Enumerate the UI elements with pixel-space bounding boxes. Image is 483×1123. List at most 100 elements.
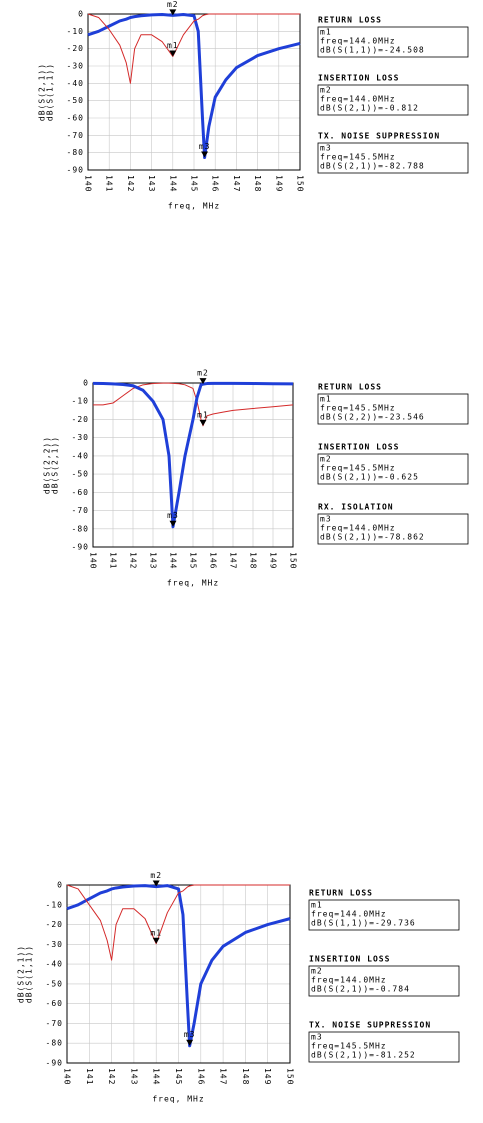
marker-triangle	[169, 9, 177, 16]
y-tick-label: -80	[46, 1039, 63, 1048]
y-axis-label: dB(S(1,1))	[25, 945, 34, 1003]
readout-box	[308, 965, 460, 997]
x-tick-label: 146	[209, 552, 218, 569]
series-line	[66, 884, 290, 961]
y-axis-label: dB(S(2,1))	[51, 436, 60, 494]
readout-line: freq=145.5MHz	[320, 464, 396, 473]
y-tick-label: -50	[72, 470, 89, 479]
readout-box	[317, 453, 469, 485]
readout-line: m2	[320, 86, 332, 95]
x-tick-label: 148	[241, 1068, 250, 1085]
readout-title: TX. NOISE SUPPRESSION	[309, 1021, 431, 1030]
marker-triangle	[152, 880, 160, 887]
readout-line: freq=145.5MHz	[320, 153, 396, 162]
y-tick-label: 0	[78, 10, 84, 19]
series-line	[87, 13, 301, 160]
readout-box	[317, 142, 469, 174]
readout-line: m3	[320, 515, 332, 524]
x-tick-label: 147	[232, 175, 241, 192]
y-tick-label: -90	[46, 1059, 63, 1068]
readout-line: m2	[311, 967, 323, 976]
x-tick-label: 143	[149, 552, 158, 569]
readout-line: dB(S(2,1))=-0.812	[320, 104, 419, 113]
readout-line: dB(S(2,1))=-0.625	[320, 473, 419, 482]
readout-line: m1	[320, 395, 332, 404]
readout-line: freq=144.0MHz	[311, 976, 387, 985]
x-tick-label: 140	[84, 175, 93, 192]
x-tick-label: 143	[129, 1068, 138, 1085]
readout-title: INSERTION LOSS	[318, 443, 399, 452]
readout-title: INSERTION LOSS	[318, 74, 399, 83]
x-tick-label: 150	[286, 1068, 295, 1085]
readout-title: INSERTION LOSS	[309, 955, 390, 964]
readout-line: dB(S(2,2))=-23.546	[320, 413, 425, 422]
readout-line: freq=145.5MHz	[311, 1042, 387, 1051]
x-tick-label: 149	[263, 1068, 272, 1085]
readout-box	[317, 26, 469, 58]
x-tick-label: 145	[174, 1068, 183, 1085]
readout-title: RETURN LOSS	[318, 383, 382, 392]
y-tick-label: -60	[72, 488, 89, 497]
y-tick-label: -50	[67, 96, 84, 105]
readout-line: dB(S(1,1))=-24.508	[320, 46, 425, 55]
y-tick-label: -60	[67, 114, 84, 123]
readout-line: m1	[320, 28, 332, 37]
readout-box	[308, 1031, 460, 1063]
y-tick-label: -50	[46, 979, 63, 988]
y-tick-label: -40	[67, 79, 84, 88]
marker-label: m3	[184, 1030, 196, 1039]
y-tick-label: -90	[67, 166, 84, 175]
x-tick-label: 141	[109, 552, 118, 569]
y-tick-label: -70	[72, 506, 89, 515]
x-tick-label: 148	[249, 552, 258, 569]
x-tick-label: 146	[211, 175, 220, 192]
readout-box	[317, 84, 469, 116]
readout-line: dB(S(2,1))=-78.862	[320, 533, 425, 542]
y-tick-label: 0	[83, 379, 89, 388]
series-line	[87, 13, 300, 84]
series-line	[66, 884, 291, 1048]
y-axis-label: dB(S(1,1))	[46, 63, 55, 121]
x-tick-label: 144	[169, 552, 178, 569]
marker-triangle	[152, 937, 160, 944]
y-tick-label: -40	[46, 960, 63, 969]
readout-title: RX. ISOLATION	[318, 503, 394, 512]
readout-line: dB(S(1,1))=-29.736	[311, 919, 416, 928]
plot-frame	[66, 884, 291, 1064]
series-line	[93, 382, 294, 427]
readout-line: dB(S(2,1))=-0.784	[311, 985, 410, 994]
marker-triangle	[169, 520, 177, 527]
y-tick-label: -70	[67, 131, 84, 140]
x-tick-label: 141	[85, 1068, 94, 1085]
x-tick-label: 147	[229, 552, 238, 569]
readout-line: dB(S(2,1))=-82.788	[320, 162, 425, 171]
marker-label: m3	[199, 142, 211, 151]
x-tick-label: 140	[63, 1068, 72, 1085]
x-tick-label: 150	[289, 552, 298, 569]
readout-box	[317, 393, 469, 425]
x-tick-label: 141	[105, 175, 114, 192]
marker-triangle	[201, 151, 209, 158]
y-axis-label: dB(S(2,1))	[38, 63, 47, 121]
x-tick-label: 148	[253, 175, 262, 192]
readout-title: TX. NOISE SUPPRESSION	[318, 132, 440, 141]
readout-box	[317, 513, 469, 545]
readout-title: RETURN LOSS	[318, 16, 382, 25]
x-tick-label: 150	[296, 175, 305, 192]
y-tick-label: -20	[72, 415, 89, 424]
y-tick-label: -90	[72, 543, 89, 552]
plot-frame	[87, 13, 301, 171]
readout-line: dB(S(2,1))=-81.252	[311, 1051, 416, 1060]
marker-label: m1	[150, 928, 162, 937]
readout-line: m3	[311, 1033, 323, 1042]
x-tick-label: 147	[219, 1068, 228, 1085]
marker-label: m2	[150, 871, 162, 880]
y-tick-label: -30	[72, 433, 89, 442]
x-tick-label: 142	[107, 1068, 116, 1085]
x-axis-label: freq, MHz	[167, 579, 219, 588]
marker-triangle	[199, 378, 207, 385]
plot-frame	[92, 382, 294, 548]
marker-triangle	[199, 419, 207, 426]
y-tick-label: -10	[67, 27, 84, 36]
